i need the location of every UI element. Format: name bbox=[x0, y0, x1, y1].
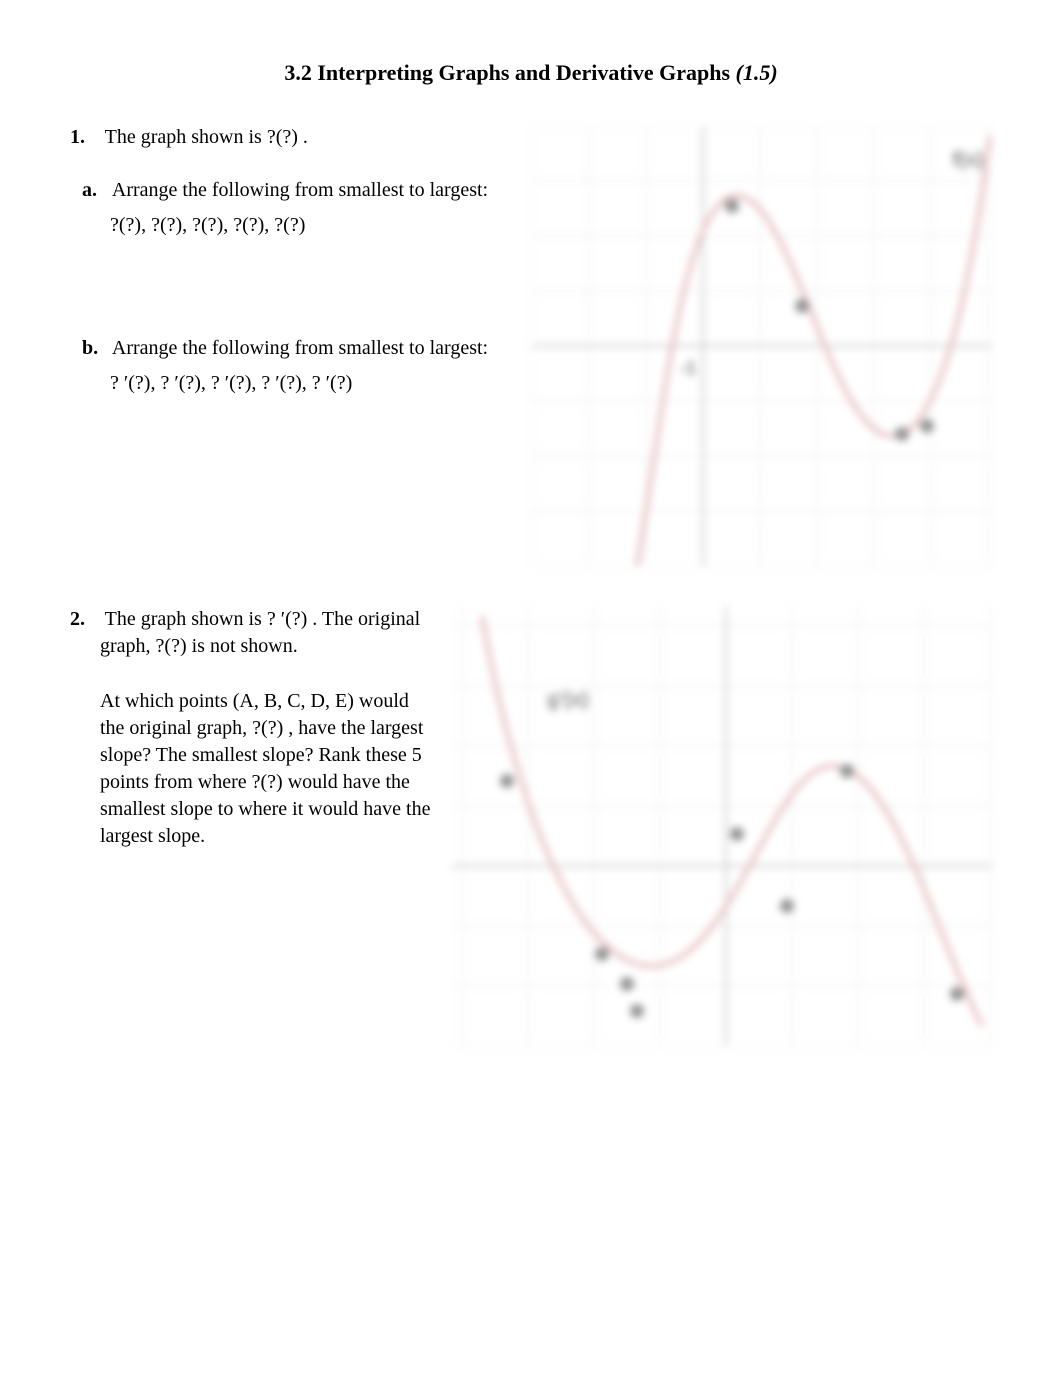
q1a-letter: a. bbox=[82, 179, 108, 202]
q2-curve bbox=[482, 616, 982, 1026]
q1-point-c bbox=[920, 419, 934, 433]
q2-point-b bbox=[780, 899, 794, 913]
q1-graph: f(x) -1 bbox=[532, 126, 992, 566]
q1-intro: 1. The graph shown is ?(?) . bbox=[70, 126, 512, 149]
question-1: 1. The graph shown is ?(?) . a. Arrange … bbox=[70, 126, 992, 566]
q2-point-d bbox=[595, 947, 609, 961]
q2-point-g bbox=[630, 1004, 644, 1018]
q1b-prompt: Arrange the following from smallest to l… bbox=[112, 337, 488, 359]
q1-graph-svg: f(x) -1 bbox=[532, 126, 992, 566]
title-section: (1.5) bbox=[736, 60, 778, 85]
q2-graph-svg: g'(x) bbox=[452, 606, 992, 1046]
q1-curve bbox=[637, 136, 990, 566]
q1-point-d bbox=[895, 427, 909, 441]
q1-number: 1. bbox=[70, 126, 100, 149]
q2-intro: 2. The graph shown is ? ′(?) . The origi… bbox=[70, 606, 432, 660]
q1-text-column: 1. The graph shown is ?(?) . a. Arrange … bbox=[70, 126, 532, 435]
question-2: 2. The graph shown is ? ′(?) . The origi… bbox=[70, 606, 992, 1046]
page-title: 3.2 Interpreting Graphs and Derivative G… bbox=[70, 60, 992, 86]
q1-part-b: b. Arrange the following from smallest t… bbox=[82, 337, 512, 360]
q1-point-b bbox=[795, 299, 809, 313]
q1a-prompt: Arrange the following from smallest to l… bbox=[112, 179, 488, 201]
q2-intro-line2: graph, ?(?) is not shown. bbox=[100, 633, 298, 660]
q1-origin-label: -1 bbox=[680, 358, 696, 378]
q2-point-e bbox=[950, 987, 964, 1001]
q1-fx-label: f(x) bbox=[952, 149, 983, 171]
q2-point-c bbox=[730, 827, 744, 841]
q2-point-a bbox=[500, 774, 514, 788]
q2-body: At which points (A, B, C, D, E) would th… bbox=[100, 688, 432, 850]
q2-text-column: 2. The graph shown is ? ′(?) . The origi… bbox=[70, 606, 452, 850]
q2-intro-line1: The graph shown is ? ′(?) . The original bbox=[105, 608, 421, 630]
q1-point-a bbox=[725, 199, 739, 213]
q2-number: 2. bbox=[70, 606, 100, 633]
q2-point-h bbox=[840, 764, 854, 778]
q1-intro-text: The graph shown is ?(?) . bbox=[105, 126, 308, 148]
page: 3.2 Interpreting Graphs and Derivative G… bbox=[0, 0, 1062, 1166]
q2-graph: g'(x) bbox=[452, 606, 992, 1046]
q2-grid bbox=[452, 606, 992, 1046]
q2-point-f bbox=[620, 977, 634, 991]
q1a-list: ?(?), ?(?), ?(?), ?(?), ?(?) bbox=[110, 214, 512, 237]
title-main: 3.2 Interpreting Graphs and Derivative G… bbox=[284, 60, 735, 85]
q1b-letter: b. bbox=[82, 337, 108, 360]
q1b-list: ? ′(?), ? ′(?), ? ′(?), ? ′(?), ? ′(?) bbox=[110, 372, 512, 395]
q1-part-a: a. Arrange the following from smallest t… bbox=[82, 179, 512, 202]
q2-gprime-label: g'(x) bbox=[547, 689, 588, 711]
